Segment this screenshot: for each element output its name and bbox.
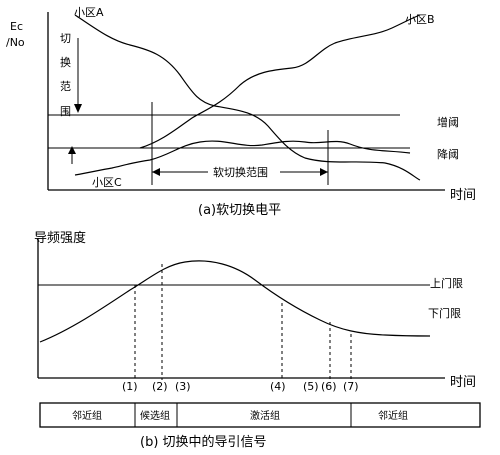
diagram-b: 导频强度 上门限 下门限 (1) (2) (3) (4) (5) (6) (7)… — [34, 230, 481, 450]
marker-label-6: (6) — [321, 380, 337, 393]
threshold-drop-label: 降阈 — [437, 147, 459, 161]
diagram-b-x-label: 时间 — [450, 375, 476, 390]
range-arrow-left-head — [152, 168, 160, 176]
cell-a-curve — [74, 14, 421, 181]
threshold-add-label: 增阈 — [437, 115, 459, 129]
bracket-char-3: 范 — [60, 79, 71, 93]
bracket-char-4: 围 — [60, 105, 71, 118]
cell-c-curve — [74, 140, 411, 176]
diagram-a-x-label: 时间 — [450, 188, 476, 203]
bracket-arrow-down-head — [74, 104, 82, 113]
bracket-arrow-up-head — [68, 146, 76, 154]
marker-label-1: (1) — [122, 380, 138, 393]
set-bar — [39, 402, 481, 428]
diagram-b-caption: (b) 切换中的导引信号 — [140, 434, 267, 450]
set-neighbor-2: 邻近组 — [378, 409, 408, 422]
diagram-a-y-label-bottom: /No — [6, 36, 25, 49]
set-active: 激活组 — [250, 409, 280, 422]
set-neighbor-1: 邻近组 — [72, 409, 102, 422]
cell-c-label: 小区C — [92, 176, 122, 189]
set-candidate: 候选组 — [140, 409, 170, 422]
cell-b-curve — [139, 14, 421, 149]
upper-threshold-label: 上门限 — [430, 276, 463, 290]
range-arrow-right-head — [320, 168, 328, 176]
marker-label-5: (5) — [303, 380, 319, 393]
pilot-strength-curve — [39, 260, 431, 343]
range-label: 软切换范围 — [213, 165, 268, 179]
marker-label-4: (4) — [270, 380, 286, 393]
diagram-a-caption: (a)软切换电平 — [198, 203, 281, 218]
cell-a-label: 小区A — [74, 6, 104, 19]
marker-label-7: (7) — [343, 380, 359, 393]
cell-b-label: 小区B — [405, 13, 435, 26]
bracket-char-2: 换 — [60, 55, 71, 69]
diagram-a-y-label-top: Ec — [10, 20, 23, 33]
lower-threshold-label: 下门限 — [428, 306, 461, 320]
marker-label-2: (2) — [152, 380, 168, 393]
diagram-b-y-label: 导频强度 — [34, 230, 86, 246]
diagram-a: Ec /No 切 换 范 围 增阈 降阈 小区A 小区B 小区C 软切 — [6, 6, 476, 218]
marker-label-3: (3) — [175, 380, 191, 393]
bracket-char-1: 切 — [60, 32, 71, 45]
